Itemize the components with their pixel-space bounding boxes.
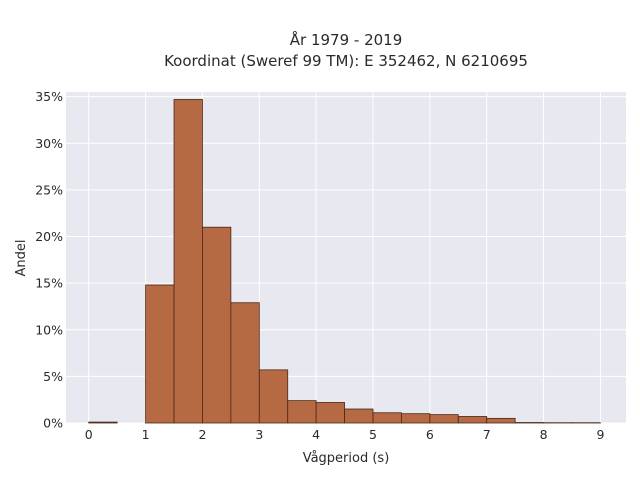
histogram-bar — [315, 402, 345, 424]
histogram-bar — [344, 408, 374, 424]
histogram-bar — [372, 412, 402, 424]
histogram-bar — [173, 99, 203, 424]
y-tick-label: 35% — [35, 89, 63, 104]
x-axis-ticks: 0 1 2 3 4 5 6 7 8 9 — [85, 427, 605, 442]
y-axis-label: Andel — [14, 240, 29, 277]
y-tick-label: 10% — [35, 322, 63, 337]
histogram-bar — [258, 369, 289, 424]
x-tick-label: 2 — [198, 427, 206, 442]
y-tick-label: 20% — [35, 229, 63, 244]
y-tick-label: 5% — [43, 369, 63, 384]
x-tick-label: 5 — [369, 427, 377, 442]
y-tick-label: 15% — [35, 276, 63, 291]
x-tick-label: 3 — [255, 427, 263, 442]
y-tick-label: 30% — [35, 136, 63, 151]
histogram-bar — [486, 417, 516, 424]
y-axis-ticks: 0% 5% 10% 15% 20% 25% 30% 35% — [35, 89, 63, 430]
histogram-bar — [457, 416, 488, 424]
chart-subtitle: Koordinat (Sweref 99 TM): E 352462, N 62… — [164, 52, 528, 70]
x-tick-label: 7 — [483, 427, 491, 442]
x-tick-label: 0 — [85, 427, 93, 442]
histogram-bar — [287, 400, 317, 424]
x-tick-label: 8 — [540, 427, 548, 442]
y-tick-label: 25% — [35, 182, 63, 197]
x-tick-label: 6 — [426, 427, 434, 442]
histogram-bar — [202, 226, 232, 424]
histogram-bar — [88, 421, 118, 424]
y-tick-label: 0% — [43, 416, 63, 431]
histogram-bar — [230, 302, 260, 424]
chart-title: År 1979 - 2019 — [290, 30, 403, 49]
x-axis-label: Vågperiod (s) — [303, 451, 390, 466]
histogram-bars — [88, 99, 601, 424]
histogram-bar — [429, 414, 459, 424]
histogram-bar — [401, 413, 431, 424]
histogram-bar — [145, 284, 175, 424]
x-tick-label: 1 — [142, 427, 150, 442]
x-tick-label: 9 — [596, 427, 604, 442]
x-tick-label: 4 — [312, 427, 320, 442]
